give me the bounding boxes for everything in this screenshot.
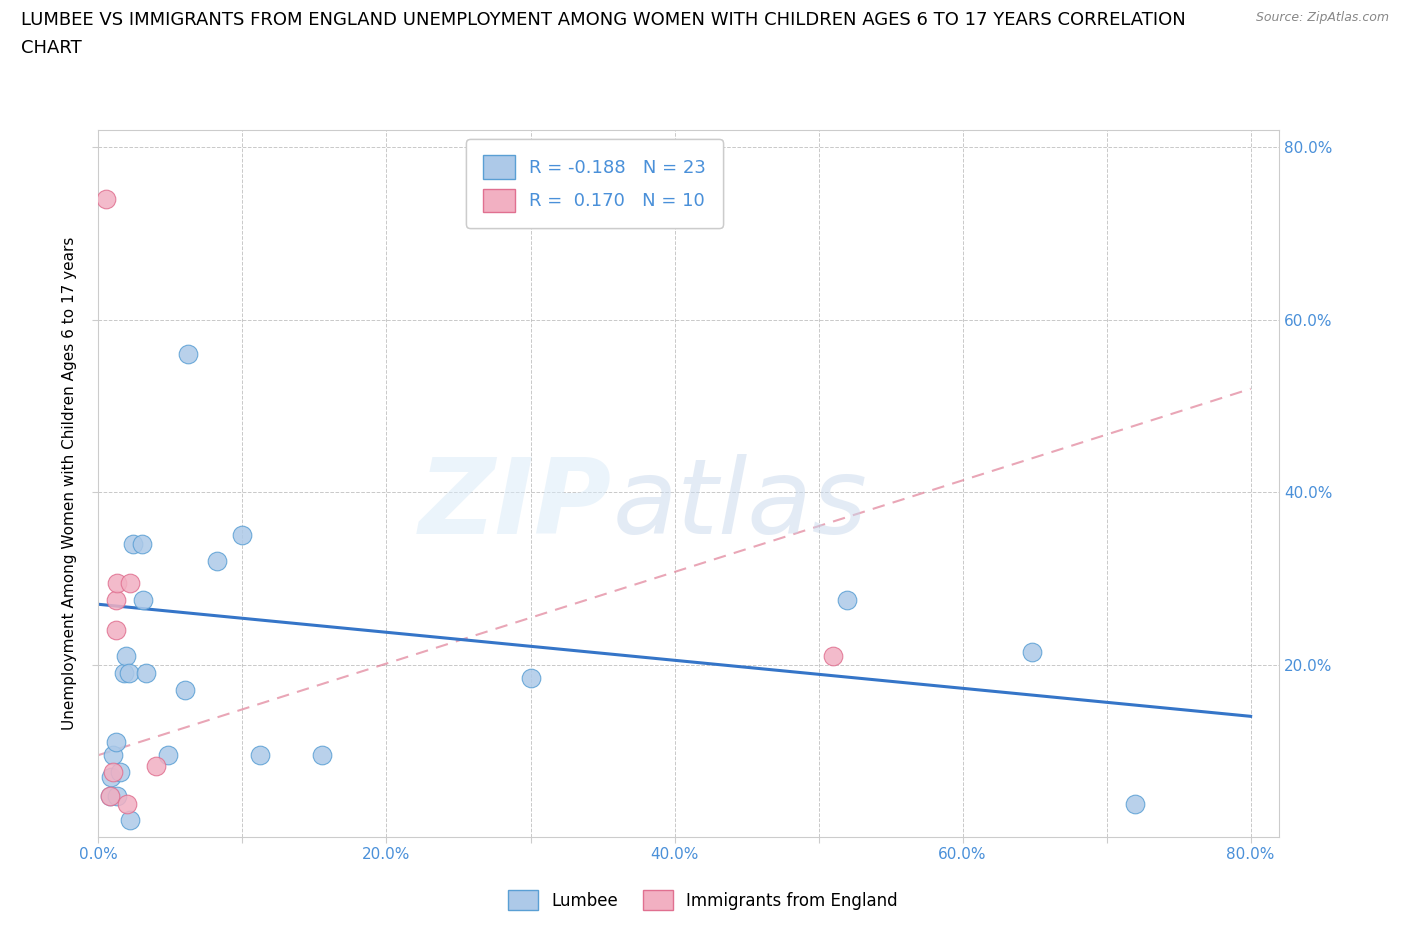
Point: [104, 592, 127, 607]
Text: LUMBEE VS IMMIGRANTS FROM ENGLAND UNEMPLOYMENT AMONG WOMEN WITH CHILDREN AGES 6 : LUMBEE VS IMMIGRANTS FROM ENGLAND UNEMPL…: [21, 11, 1185, 29]
Point: [177, 347, 200, 362]
Point: [120, 812, 142, 827]
Text: Source: ZipAtlas.com: Source: ZipAtlas.com: [1256, 11, 1389, 24]
Point: [1021, 644, 1043, 659]
Legend: Lumbee, Immigrants from England: Lumbee, Immigrants from England: [502, 884, 904, 917]
Text: atlas: atlas: [612, 454, 868, 556]
Point: [100, 769, 122, 784]
Point: [112, 666, 135, 681]
Point: [120, 576, 142, 591]
Legend: R = -0.188   N = 23, R =  0.170   N = 10: R = -0.188 N = 23, R = 0.170 N = 10: [467, 140, 723, 228]
Point: [122, 537, 145, 551]
Point: [98, 789, 121, 804]
Point: [104, 623, 127, 638]
Point: [105, 576, 128, 591]
Point: [101, 748, 124, 763]
Point: [837, 592, 859, 607]
Point: [821, 648, 844, 663]
Text: CHART: CHART: [21, 39, 82, 57]
Point: [132, 592, 155, 607]
Point: [108, 764, 131, 779]
Point: [104, 735, 127, 750]
Point: [98, 789, 121, 804]
Point: [135, 666, 157, 681]
Point: [105, 789, 128, 804]
Point: [114, 648, 136, 663]
Point: [231, 528, 253, 543]
Point: [101, 764, 124, 779]
Point: [205, 553, 228, 568]
Point: [249, 748, 271, 763]
Y-axis label: Unemployment Among Women with Children Ages 6 to 17 years: Unemployment Among Women with Children A…: [62, 237, 77, 730]
Point: [131, 537, 153, 551]
Point: [156, 748, 179, 763]
Point: [94, 192, 117, 206]
Point: [311, 748, 333, 763]
Point: [118, 666, 141, 681]
Point: [173, 683, 195, 698]
Point: [519, 671, 541, 685]
Point: [115, 797, 138, 812]
Point: [1125, 797, 1147, 812]
Point: [145, 759, 167, 774]
Text: ZIP: ZIP: [419, 454, 612, 556]
